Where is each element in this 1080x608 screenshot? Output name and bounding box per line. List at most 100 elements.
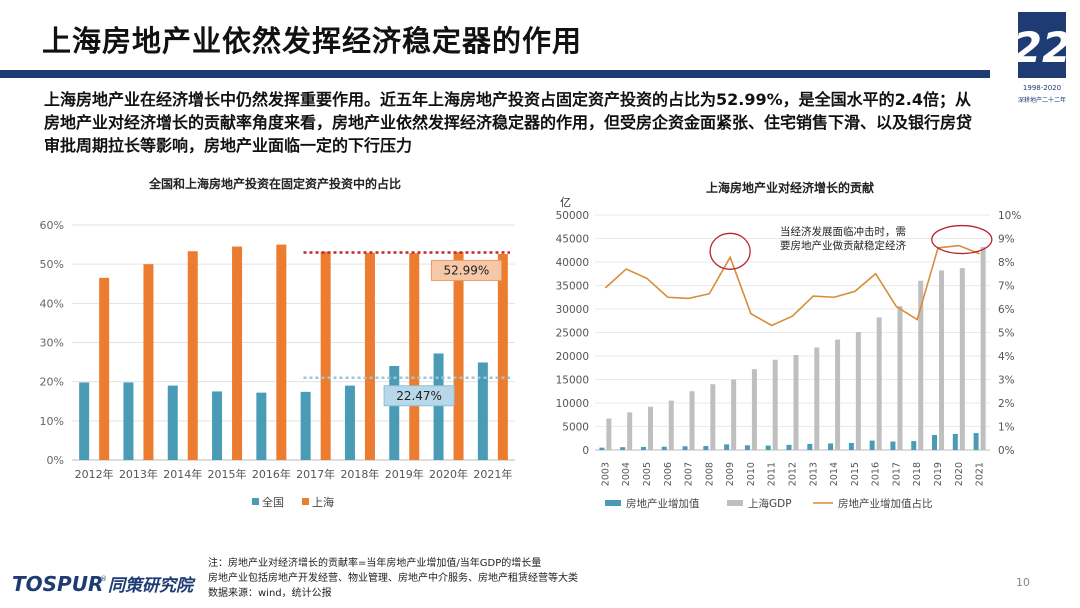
chart2-x-tick: 2008 xyxy=(704,462,715,486)
chart1-x-tick: 2015年 xyxy=(208,467,247,481)
chart1-nation-avg-label: 22.47% xyxy=(396,389,442,403)
chart2-legend-label: 房地产业增加值占比 xyxy=(838,497,933,510)
chart2-x-tick: 2021 xyxy=(975,462,986,486)
chart2-x-tick: 2003 xyxy=(600,462,611,486)
chart1-x-tick: 2014年 xyxy=(163,467,202,481)
chart2-bar-gdp xyxy=(876,317,882,450)
chart2-bar-realestate xyxy=(848,442,854,450)
chart1-y-tick: 30% xyxy=(40,337,64,350)
chart2-y2-tick: 8% xyxy=(998,257,1015,269)
chart1-bar-nation xyxy=(477,362,488,460)
chart2-bar-realestate xyxy=(911,441,917,450)
chart2-x-tick: 2019 xyxy=(933,462,944,486)
chart2-bar-realestate xyxy=(828,443,834,450)
chart1-bar-shanghai xyxy=(497,253,508,460)
chart2-bar-realestate xyxy=(703,446,709,450)
chart1-bar-shanghai xyxy=(187,251,198,460)
chart1-legend-label: 上海 xyxy=(312,495,334,509)
chart2-bar-gdp xyxy=(855,332,861,450)
chart1-y-tick: 0% xyxy=(47,454,64,467)
chart1-bar-nation xyxy=(256,392,267,460)
chart2-legend-swatch xyxy=(727,500,743,506)
chart2-x-tick: 2006 xyxy=(663,462,674,486)
chart1-y-tick: 40% xyxy=(40,297,64,310)
chart2-highlight-circle xyxy=(709,232,751,270)
chart2-y-tick: 40000 xyxy=(556,257,589,269)
chart2-y-tick: 10000 xyxy=(556,398,589,410)
footnote-line: 房地产业包括房地产开发经营、物业管理、房地产中介服务、房地产租赁经营等大类 xyxy=(208,573,578,584)
chart1-bar-nation xyxy=(344,385,355,460)
chart2-y2-tick: 2% xyxy=(998,398,1015,410)
chart2-bar-gdp xyxy=(647,406,653,450)
chart1-bar-nation xyxy=(433,353,444,460)
chart2-bar-realestate xyxy=(724,444,730,450)
chart1-nation-avg-box xyxy=(383,385,455,407)
chart2-bar-gdp xyxy=(897,306,903,450)
chart2-x-tick: 2014 xyxy=(829,462,840,486)
chart2-bar-realestate xyxy=(932,434,938,450)
chart2-bar-gdp xyxy=(959,268,965,450)
chart2-bar-gdp xyxy=(793,355,799,450)
chart1-x-tick: 2016年 xyxy=(252,467,291,481)
chart1-bar-shanghai xyxy=(409,253,420,460)
chart2-bar-gdp xyxy=(939,270,945,450)
chart2-annotation-text: 当经济发展面临冲击时，需 xyxy=(780,225,906,238)
chart1-bar-nation xyxy=(300,391,311,460)
chart1-bar-nation xyxy=(167,385,178,460)
chart2-bar-realestate xyxy=(599,447,605,450)
intro-paragraph: 上海房地产业在经济增长中仍然发挥重要作用。近五年上海房地产投资占固定资产投资的占… xyxy=(44,90,973,155)
chart1-bar-shanghai xyxy=(364,252,375,460)
chart-contribution: 上海房地产业对经济增长的贡献 亿 0 5000 10000 15000 20000 250… xyxy=(556,180,1022,510)
chart2-y2-tick: 9% xyxy=(998,234,1015,246)
chart1-bar-nation xyxy=(389,366,400,460)
brand-logo: TOSPUR ® 同策研究院 xyxy=(12,572,196,596)
chart2-y2-tick: 4% xyxy=(998,351,1015,363)
chart2-bar-gdp xyxy=(606,418,612,450)
logo-number: 22 xyxy=(1013,23,1071,72)
logo-block xyxy=(1018,12,1066,78)
chart2-y2-tick: 5% xyxy=(998,328,1015,340)
chart1-y-tick: 60% xyxy=(40,219,64,232)
chart2-title: 上海房地产业对经济增长的贡献 xyxy=(706,180,874,195)
chart1-x-tick: 2019年 xyxy=(385,467,424,481)
chart2-x-tick: 2016 xyxy=(871,462,882,486)
chart1-legend-swatch xyxy=(302,498,309,505)
chart2-bar-gdp xyxy=(980,246,986,450)
chart1-shanghai-avg-label: 52.99% xyxy=(444,263,490,277)
chart2-y-tick: 20000 xyxy=(556,351,589,363)
chart2-x-tick: 2018 xyxy=(912,462,923,486)
chart1-bar-shanghai xyxy=(276,244,287,460)
brand-name: TOSPUR xyxy=(12,572,103,596)
chart1-bar-shanghai xyxy=(320,251,331,460)
chart2-bar-gdp xyxy=(814,347,820,450)
chart2-y-tick: 25000 xyxy=(556,328,589,340)
chart2-bar-gdp xyxy=(689,391,695,450)
chart1-y-tick: 10% xyxy=(40,415,64,428)
chart2-x-tick: 2017 xyxy=(891,462,902,486)
chart2-legend-label: 房地产业增加值 xyxy=(626,497,700,510)
chart2-x-tick: 2012 xyxy=(788,462,799,486)
chart1-bar-nation xyxy=(123,382,134,460)
chart2-bar-realestate xyxy=(682,446,688,450)
logo-caption: 深耕地产二十二年 xyxy=(1018,96,1066,104)
footnote: 注：房地产业对经济增长的贡献率=当年房地产业增加值/当年GDP的增长量 房地产业… xyxy=(208,556,578,601)
chart2-bar-realestate xyxy=(890,441,896,450)
chart2-x-tick: 2005 xyxy=(642,462,653,486)
chart1-legend-swatch xyxy=(252,498,259,505)
chart2-y-tick: 45000 xyxy=(556,234,589,246)
chart1-y-tick: 50% xyxy=(40,258,64,271)
chart2-x-tick: 2007 xyxy=(684,462,695,486)
chart2-x-tick: 2011 xyxy=(767,462,778,486)
chart1-x-tick: 2020年 xyxy=(429,467,468,481)
chart2-bar-realestate xyxy=(661,446,667,450)
chart2-bar-realestate xyxy=(620,447,626,450)
chart1-bar-shanghai xyxy=(99,277,110,460)
chart2-bar-realestate xyxy=(869,440,875,450)
logo-years: 1998-2020 xyxy=(1023,84,1061,92)
chart1-shanghai-avg-box xyxy=(430,259,502,281)
chart2-x-tick: 2004 xyxy=(621,462,632,486)
chart1-bar-shanghai xyxy=(453,252,464,460)
brand-mark: ® xyxy=(100,575,107,583)
chart2-bar-realestate xyxy=(640,446,646,450)
chart2-x-tick: 2020 xyxy=(954,462,965,486)
